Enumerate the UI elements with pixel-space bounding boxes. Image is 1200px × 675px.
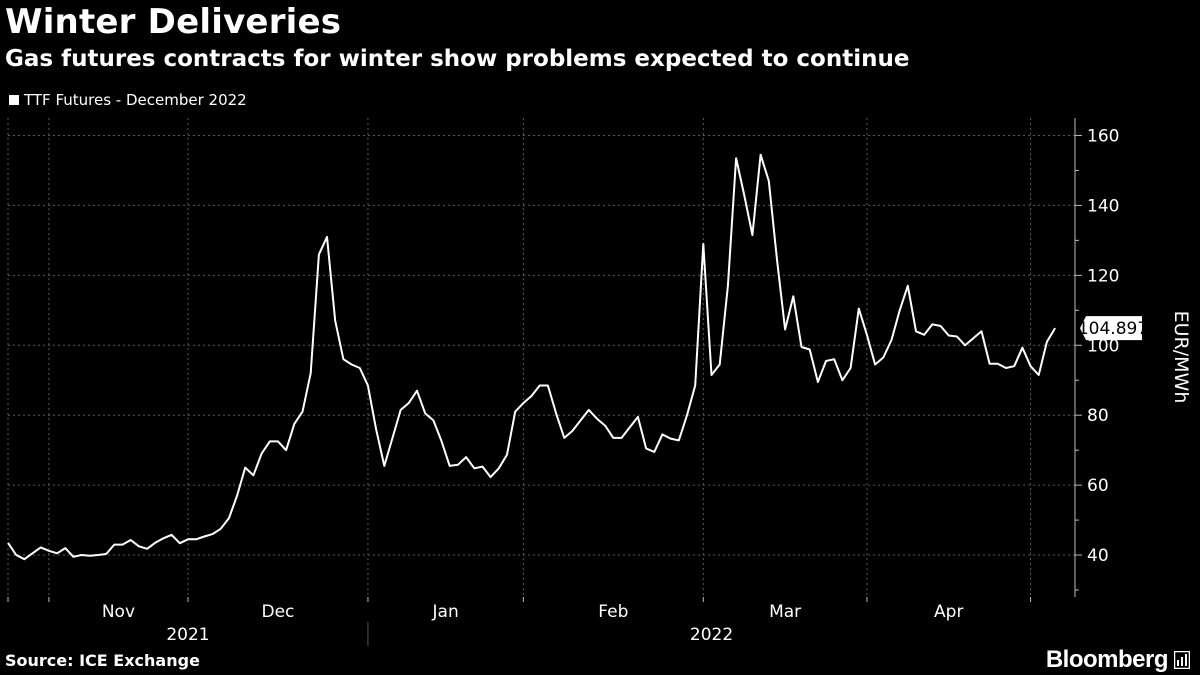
brand-name: Bloomberg xyxy=(1045,646,1169,673)
terminal-icon xyxy=(1174,651,1190,669)
legend: TTF Futures - December 2022 xyxy=(9,91,247,109)
y-tick-label: 40 xyxy=(1087,546,1109,566)
y-tick-label: 160 xyxy=(1087,126,1119,146)
y-tick-label: 60 xyxy=(1087,476,1109,496)
y-tick-label: 80 xyxy=(1087,406,1109,426)
legend-label: TTF Futures - December 2022 xyxy=(24,91,247,109)
year-label: 2021 xyxy=(166,625,209,645)
month-label: Mar xyxy=(769,602,801,622)
last-value-callout xyxy=(1080,316,1142,341)
source-note: Source: ICE Exchange xyxy=(5,651,200,670)
y-tick-label: 120 xyxy=(1087,266,1119,286)
month-label: Feb xyxy=(598,602,628,622)
y-tick-label: 100 xyxy=(1087,336,1119,356)
month-label: Apr xyxy=(934,602,963,622)
month-label: Dec xyxy=(262,602,295,622)
y-tick-label: 140 xyxy=(1087,196,1119,216)
y-axis-label: EUR/MWh xyxy=(1170,311,1192,404)
last-value-label: 104.897 xyxy=(1078,319,1148,339)
month-label: Nov xyxy=(102,602,135,622)
chart-subtitle: Gas futures contracts for winter show pr… xyxy=(5,46,910,72)
brand-logo: Bloomberg xyxy=(1046,646,1190,674)
series-line-ttf xyxy=(7,153,1056,561)
legend-swatch xyxy=(9,95,19,105)
year-label: 2022 xyxy=(690,625,733,645)
month-label: Jan xyxy=(432,602,459,622)
chart-title: Winter Deliveries xyxy=(5,2,342,42)
